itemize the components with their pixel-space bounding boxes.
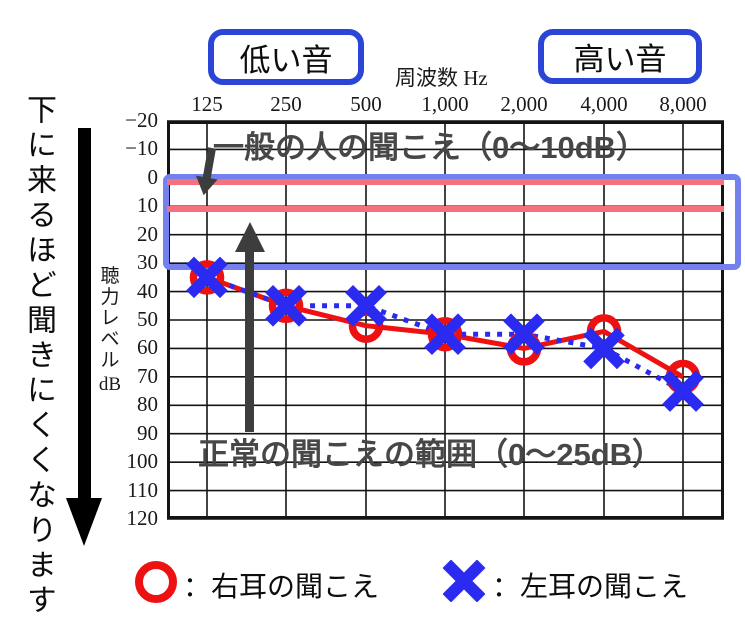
y-tick-10: 10 xyxy=(137,193,158,218)
y-tick-−10: −10 xyxy=(125,136,158,161)
y-axis-title-char: 聴 xyxy=(100,266,120,287)
legend-left-ear-icon xyxy=(443,560,485,602)
x-axis-title: 周波数 Hz xyxy=(395,66,488,90)
left-ear-point xyxy=(345,285,387,327)
left-ear-point xyxy=(424,313,466,355)
y-tick-60: 60 xyxy=(137,335,158,360)
y-axis-title-char: ル xyxy=(100,350,120,371)
y-tick-70: 70 xyxy=(137,363,158,388)
x-tick-1000: 1,000 xyxy=(421,92,469,116)
y-axis-unit: dB xyxy=(98,374,122,395)
y-tick-120: 120 xyxy=(126,506,159,530)
annotation-down-arrow-head xyxy=(192,175,218,198)
band-line-0db xyxy=(167,179,724,185)
y-tick-40: 40 xyxy=(137,278,158,303)
y-tick-20: 20 xyxy=(137,221,158,246)
x-tick-500: 500 xyxy=(350,92,382,116)
hearing-series xyxy=(186,256,704,412)
y-tick-110: 110 xyxy=(127,477,158,502)
x-tick-2000: 2,000 xyxy=(500,92,548,116)
legend-right-ear-icon xyxy=(135,561,177,603)
annotation-up-arrow-shaft xyxy=(245,250,254,432)
right-ear-point xyxy=(268,288,304,324)
annotation-normal-range: 正常の聞こえの範囲（0～25dB） xyxy=(198,437,664,472)
down-direction-arrow-shaft xyxy=(78,128,91,500)
y-axis-title-char: 力 xyxy=(100,287,120,308)
high-sound-box: 高い音 xyxy=(538,29,702,84)
vertical-note: 下に来るほど聞きにくくなります xyxy=(22,94,55,619)
band-line-10db xyxy=(167,206,724,212)
left-ear-point xyxy=(662,370,704,412)
y-tick-−20: −20 xyxy=(125,108,158,132)
legend-right-ear-label: ：右耳の聞こえ xyxy=(183,571,380,602)
x-tick-250: 250 xyxy=(270,92,302,116)
y-tick-0: 0 xyxy=(147,164,159,189)
annotation-up-arrow-head xyxy=(235,222,265,252)
low-sound-label: 低い音 xyxy=(239,42,333,78)
low-sound-box: 低い音 xyxy=(208,29,364,85)
x-tick-8000: 8,000 xyxy=(659,92,707,116)
right-ear-point xyxy=(427,316,463,352)
left-ear-point xyxy=(265,285,307,327)
right-ear-point xyxy=(189,260,225,295)
y-tick-30: 30 xyxy=(137,250,158,275)
x-tick-125: 125 xyxy=(191,92,223,116)
left-ear-point xyxy=(583,327,625,370)
y-tick-80: 80 xyxy=(137,392,158,417)
annotation-normal-people: 一般の人の聞こえ（0～10dB） xyxy=(213,130,648,165)
legend-left-ear-label: ：左耳の聞こえ xyxy=(492,571,689,602)
down-direction-arrow-head xyxy=(66,498,102,546)
y-tick-90: 90 xyxy=(137,420,158,445)
y-tick-100: 100 xyxy=(126,449,159,474)
y-tick-50: 50 xyxy=(137,307,158,331)
left-ear-point xyxy=(186,256,228,299)
high-sound-label: 高い音 xyxy=(573,42,667,77)
y-axis-title-char: レ xyxy=(100,308,120,329)
x-tick-4000: 4,000 xyxy=(580,92,628,116)
left-ear-point xyxy=(503,313,545,355)
y-axis-title: 聴力レベル dB xyxy=(96,266,124,396)
normal-range-band xyxy=(163,174,741,270)
y-axis-title-char: ベ xyxy=(100,329,120,350)
